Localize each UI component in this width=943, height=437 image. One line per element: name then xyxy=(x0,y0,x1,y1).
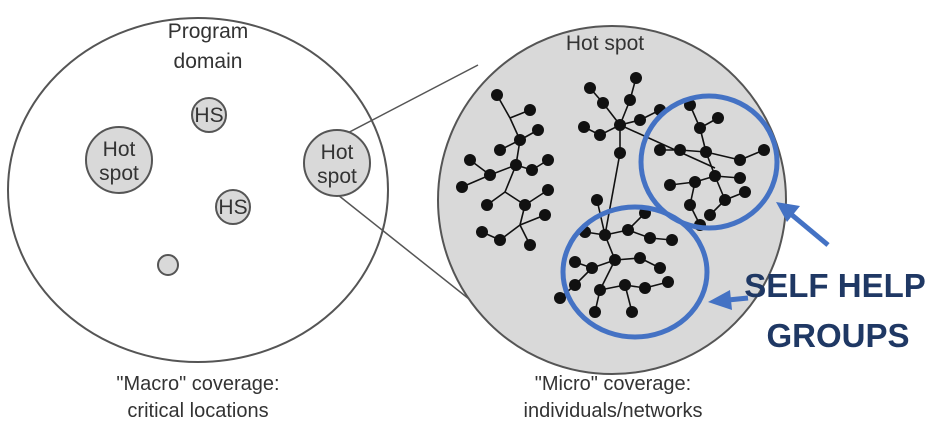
self-help-groups-label-line2: GROUPS xyxy=(766,317,909,354)
micro-caption-line2: individuals/networks xyxy=(523,400,703,422)
self-help-groups-label-line1: SELF HELP xyxy=(744,267,926,304)
individual-network xyxy=(456,72,770,318)
hotspot-large-label-line1: Hot xyxy=(103,138,136,161)
micro-hotspot-label: Hot spot xyxy=(566,32,644,55)
hotspot-right-label-line1: Hot xyxy=(321,141,354,164)
hs-top-label: HS xyxy=(194,104,223,127)
hotspot-small-circle xyxy=(157,254,179,276)
annotation-arrow-bottom xyxy=(708,290,749,310)
hotspot-right-circle xyxy=(303,129,371,197)
hs-bottom-label: HS xyxy=(218,196,247,219)
hotspot-right-label-line2: spot xyxy=(317,165,357,188)
hotspot-large-circle xyxy=(85,126,153,194)
hs-bottom-circle xyxy=(215,189,251,225)
network-nodes xyxy=(456,72,770,318)
program-domain-circle xyxy=(7,17,389,363)
macro-caption-line2: critical locations xyxy=(127,400,269,422)
self-help-group-ring-top xyxy=(638,93,780,231)
program-domain-label-line1: Program xyxy=(168,20,249,43)
macro-caption: "Macro" coverage: critical locations xyxy=(38,371,358,425)
zoom-line-top xyxy=(337,64,479,139)
annotation-arrow-top xyxy=(776,202,830,247)
hotspot-large-label-line2: spot xyxy=(99,162,139,185)
micro-caption-line1: "Micro" coverage: xyxy=(534,373,692,395)
hs-top-circle xyxy=(191,97,227,133)
self-help-group-ring-bottom xyxy=(560,204,710,340)
program-domain-label-line2: domain xyxy=(174,50,243,73)
macro-caption-line1: "Macro" coverage: xyxy=(116,373,280,395)
micro-caption: "Micro" coverage: individuals/networks xyxy=(453,371,773,425)
